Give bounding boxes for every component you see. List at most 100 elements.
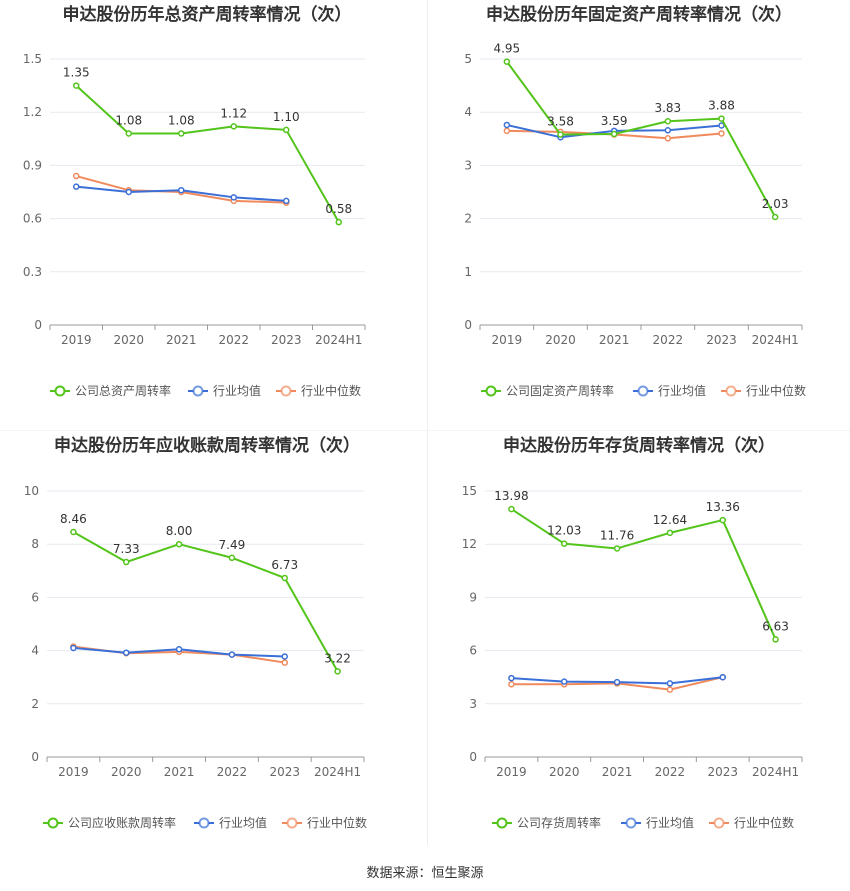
data-label: 12.64 xyxy=(653,513,687,527)
data-point xyxy=(664,127,672,134)
data-point xyxy=(125,130,132,137)
data-label: 3.58 xyxy=(547,115,574,129)
legend-label: 行业均值 xyxy=(219,815,267,830)
legend-marker xyxy=(198,817,210,829)
data-point xyxy=(508,681,515,688)
data-point xyxy=(281,574,288,582)
data-label: 0.58 xyxy=(325,202,352,216)
data-label: 1.35 xyxy=(63,66,90,80)
x-tick-label: 2021 xyxy=(599,333,630,347)
y-tick-label: 4 xyxy=(31,644,39,658)
data-point xyxy=(508,674,515,682)
data-point xyxy=(664,117,672,125)
x-tick-label: 2021 xyxy=(164,765,195,779)
chart-inventory-turnover: 申达股份历年存货周转率情况（次） 0 3 6 9 12 15 2019 2020 2021 2022… xyxy=(428,432,850,864)
series-line-company xyxy=(510,508,777,640)
data-label: 2.03 xyxy=(762,197,789,211)
data-label: 13.36 xyxy=(706,500,740,514)
y-tick-label: 1.2 xyxy=(23,105,42,119)
x-tick-label: 2024H1 xyxy=(315,333,362,347)
data-point xyxy=(719,516,726,524)
data-label: 8.46 xyxy=(60,512,87,526)
data-point xyxy=(178,130,185,137)
data-label: 4.95 xyxy=(493,42,520,56)
y-tick-label: 3 xyxy=(464,158,472,172)
x-tick-label: 2021 xyxy=(602,765,633,779)
data-point xyxy=(228,554,236,562)
chart-title: 申达股份历年总资产周转率情况（次） xyxy=(63,4,352,25)
data-point xyxy=(610,130,618,138)
chart-svg: 申达股份历年总资产周转率情况（次） 0 0.3 0.6 0.9 1.2 1.5 2019 202… xyxy=(23,4,366,398)
y-tick-label: 2 xyxy=(464,212,472,226)
x-tick-label: 2023 xyxy=(271,333,302,347)
legend-label: 行业均值 xyxy=(658,383,706,398)
legend-label: 行业中位数 xyxy=(734,815,794,830)
data-point xyxy=(613,678,621,686)
x-tick-label: 2020 xyxy=(545,333,576,347)
x-tick-label: 2023 xyxy=(269,765,300,779)
data-point xyxy=(281,653,288,660)
chart-svg: 申达股份历年固定资产周转率情况（次） 0 1 2 3 4 5 2019 2020 2021 2022… xyxy=(464,4,806,398)
data-point xyxy=(666,680,674,687)
legend-label: 行业中位数 xyxy=(307,815,367,830)
legend-label: 公司应收账款周转率 xyxy=(68,815,176,830)
data-label: 11.76 xyxy=(600,528,634,542)
legend-marker xyxy=(725,385,737,397)
chart-title: 申达股份历年存货周转率情况（次） xyxy=(503,435,775,456)
x-tick-label: 2024H1 xyxy=(314,765,361,779)
x-tick-label: 2019 xyxy=(61,333,92,347)
chart-svg: 申达股份历年存货周转率情况（次） 0 3 6 9 12 15 2019 2020 2021 2022… xyxy=(462,435,803,830)
horizontal-divider xyxy=(0,430,850,431)
vertical-divider xyxy=(427,0,428,845)
series-line-company xyxy=(506,61,777,218)
data-point xyxy=(718,115,725,122)
data-point xyxy=(666,686,674,693)
chart-total-asset-turnover: 申达股份历年总资产周转率情况（次） 0 0.3 0.6 0.9 1.2 1.5 2019 202… xyxy=(0,0,425,432)
data-point xyxy=(718,122,725,129)
series-line-company xyxy=(75,84,340,223)
data-label: 1.12 xyxy=(220,106,247,120)
y-tick-label: 0 xyxy=(469,750,477,764)
y-tick-label: 3 xyxy=(469,697,477,711)
source-label: 数据来源：恒生聚源 xyxy=(366,866,484,881)
data-point xyxy=(561,540,568,547)
data-point xyxy=(771,213,779,221)
data-point xyxy=(283,126,290,134)
y-tick-label: 9 xyxy=(469,590,477,604)
data-point xyxy=(561,678,568,685)
data-point xyxy=(73,82,80,89)
y-tick-label: 5 xyxy=(464,52,472,66)
x-tick-label: 2022 xyxy=(653,333,684,347)
chart-receivables-turnover: 申达股份历年应收账款周转率情况（次） 0 2 4 6 8 10 2019 2020 2021 202… xyxy=(0,432,425,864)
legend-marker xyxy=(286,817,298,829)
legend-label: 行业均值 xyxy=(646,815,694,830)
data-point xyxy=(334,668,341,675)
x-tick-label: 2021 xyxy=(166,333,197,347)
x-tick-label: 2022 xyxy=(218,333,249,347)
y-tick-label: 1.5 xyxy=(23,52,42,66)
legend-marker xyxy=(280,385,292,397)
data-label: 6.73 xyxy=(271,558,298,572)
data-label: 6.63 xyxy=(762,619,789,633)
data-point xyxy=(73,172,80,180)
legend-label: 公司存货周转率 xyxy=(517,815,601,830)
y-tick-label: 8 xyxy=(31,537,39,551)
x-tick-label: 2024H1 xyxy=(752,765,799,779)
series-line-company xyxy=(72,531,339,672)
x-tick-label: 2019 xyxy=(496,765,527,779)
x-tick-label: 2019 xyxy=(58,765,89,779)
data-label: 3.83 xyxy=(654,101,681,115)
y-tick-label: 2 xyxy=(31,697,39,711)
legend-label: 公司固定资产周转率 xyxy=(506,383,614,398)
x-tick-label: 2020 xyxy=(111,765,142,779)
y-tick-label: 0 xyxy=(31,750,39,764)
legend-marker xyxy=(496,817,508,829)
x-tick-label: 2022 xyxy=(217,765,248,779)
y-tick-label: 4 xyxy=(464,105,472,119)
data-point xyxy=(508,505,515,513)
y-tick-label: 6 xyxy=(469,644,477,658)
data-point xyxy=(123,558,130,566)
legend-marker xyxy=(625,817,637,829)
data-point xyxy=(178,186,185,194)
data-label: 3.88 xyxy=(708,99,735,113)
